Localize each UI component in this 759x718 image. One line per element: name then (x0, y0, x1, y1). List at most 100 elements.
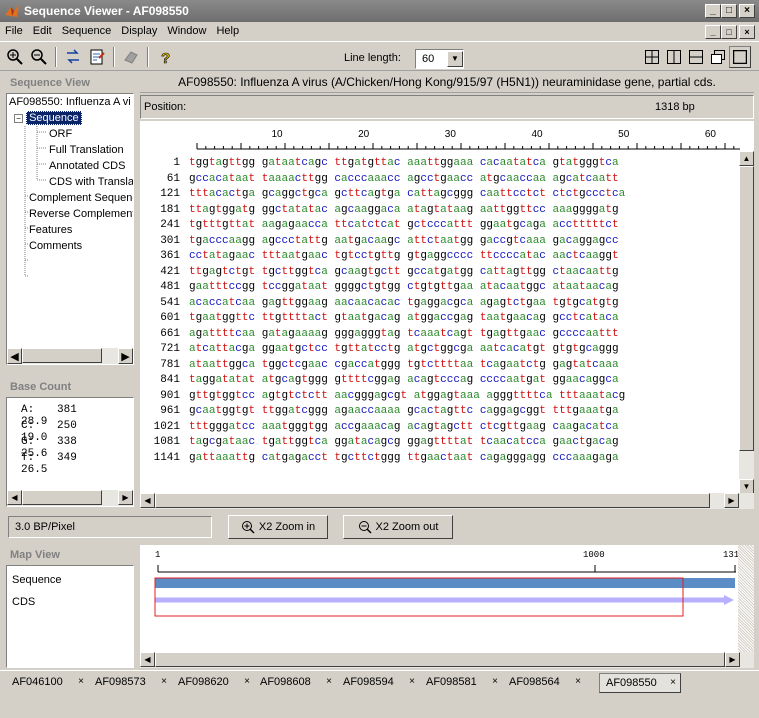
zoom-in-tool-icon[interactable] (4, 46, 26, 68)
row-bases[interactable]: gaatttccgg tccggataat ggggctgtgg ctgtgtt… (189, 281, 619, 293)
eraser-icon[interactable] (120, 46, 142, 68)
tab-af098573[interactable]: AF098573 × (89, 673, 171, 693)
scroll-right-icon[interactable]: ▶ (725, 652, 740, 667)
tab-af098620[interactable]: AF098620 × (172, 673, 254, 693)
row-bases[interactable]: tgaatggttc ttgttttact gtaatgacag atggacc… (189, 312, 619, 324)
row-position: 661 (160, 327, 180, 340)
row-bases[interactable]: acaccatcaa gagttggaag aacaacacac tgaggac… (189, 296, 619, 309)
row-bases[interactable]: tttgggatcc aaatgggtgg accgaaacag acagtag… (189, 420, 619, 433)
row-bases[interactable]: gattaaattg catgagacct tgcttctggg ttgaact… (189, 451, 619, 464)
layout-rows-icon[interactable] (685, 46, 707, 68)
row-position: 841 (160, 374, 180, 386)
collapse-icon[interactable]: − (14, 113, 23, 123)
close-tab-icon[interactable]: × (326, 676, 332, 687)
menu-display[interactable]: Display (121, 25, 158, 37)
tree-item-annotated-cds[interactable]: Annotated CDS (49, 160, 126, 172)
scroll-right-icon[interactable]: ▶ (724, 493, 739, 508)
basecount-hscrollbar[interactable]: ◀ ▶ (7, 490, 133, 506)
sequence-track-bar[interactable] (155, 578, 735, 588)
chevron-down-icon[interactable]: ▼ (447, 51, 463, 67)
tab-af046100[interactable]: AF046100 × (6, 673, 88, 693)
zoom-in-button[interactable]: X2 Zoom in (228, 515, 328, 539)
row-bases[interactable]: tggtagttgg gataatcagc ttgatgttac aaattgg… (189, 157, 619, 169)
line-length-select[interactable]: 60 ▼ (415, 49, 464, 69)
row-bases[interactable]: tttacactga gcaggctgca gcttcagtga cattagc… (189, 188, 626, 200)
tab-af098581[interactable]: AF098581 × (420, 673, 502, 693)
sequence-vscrollbar[interactable]: ▲ ▼ (739, 151, 754, 494)
zoom-out-tool-icon[interactable] (28, 46, 50, 68)
tree-item-reverse-complement[interactable]: Reverse Complement (29, 208, 134, 220)
close-tab-icon[interactable]: × (161, 676, 167, 687)
tab-af098594[interactable]: AF098594 × (337, 673, 419, 693)
tree-hscrollbar[interactable]: ◀ ▶ (7, 348, 133, 364)
row-bases[interactable]: tgacccaagg agccctattg aatgacaagc attctaa… (189, 234, 619, 247)
zoom-out-button[interactable]: X2 Zoom out (343, 515, 453, 539)
scroll-right-icon[interactable]: ▶ (118, 348, 133, 364)
tree-item-comments[interactable]: Comments (29, 240, 83, 252)
row-bases[interactable]: ttagtggatg ggctatatac agcaaggaca atagtat… (189, 203, 619, 216)
close-tab-icon[interactable]: × (492, 676, 498, 687)
scroll-left-icon[interactable]: ◀ (140, 493, 155, 508)
row-bases[interactable]: agattttcaa gatagaaaag gggagggtag tcaaatc… (189, 327, 619, 340)
tab-af098550[interactable]: AF098550 × (599, 673, 681, 693)
layout-grid-icon[interactable] (641, 46, 663, 68)
row-bases[interactable]: ataattggca tggctcgaac cgaccatggg tgtcttt… (189, 358, 619, 371)
tree-item-full-translation[interactable]: Full Translation (49, 144, 124, 156)
scroll-thumb[interactable] (155, 493, 710, 508)
scroll-up-icon[interactable]: ▲ (739, 151, 754, 166)
menu-help[interactable]: Help (216, 25, 240, 37)
close-tab-icon[interactable]: × (575, 676, 581, 687)
doc-close-button[interactable]: × (739, 25, 755, 39)
tab-af098564[interactable]: AF098564 × (503, 673, 585, 693)
scroll-thumb[interactable] (155, 652, 725, 667)
scroll-thumb[interactable] (22, 490, 102, 505)
row-bases[interactable]: tgtttgttat aagagaacca ttcatctcat gctccca… (189, 219, 619, 231)
scroll-left-icon[interactable]: ◀ (140, 652, 155, 667)
row-bases[interactable]: taggatatat atgcagtggg gttttcggag acagtcc… (189, 374, 619, 386)
row-bases[interactable]: gcaatggtgt ttggatcggg agaaccaaaa gcactag… (189, 405, 619, 417)
tree-item-cds-translation[interactable]: CDS with Translat (49, 176, 134, 188)
doc-restore-button[interactable]: □ (721, 25, 737, 39)
scroll-down-icon[interactable]: ▼ (739, 479, 754, 494)
sequence-hscrollbar[interactable]: ◀ ▶ (140, 493, 754, 509)
scroll-right-icon[interactable]: ▶ (118, 490, 133, 505)
tree-item-orf[interactable]: ORF (49, 128, 73, 140)
tree-root[interactable]: AF098550: Influenza A vi (9, 96, 131, 108)
close-button[interactable]: × (739, 4, 755, 18)
tree-item-features[interactable]: Features (29, 224, 73, 236)
row-bases[interactable]: tagcgataac tgattggtca ggatacagcg ggagttt… (189, 436, 619, 448)
zoom-window-box[interactable] (154, 577, 684, 617)
doc-minimize-button[interactable]: _ (705, 25, 721, 39)
layout-float-icon[interactable] (707, 46, 729, 68)
close-tab-icon[interactable]: × (244, 676, 250, 687)
menu-file[interactable]: File (5, 25, 23, 37)
close-tab-icon[interactable]: × (409, 676, 415, 687)
scroll-left-icon[interactable]: ◀ (7, 490, 22, 505)
map-vscrollbar[interactable] (738, 545, 754, 652)
position-label: Position: (144, 101, 187, 113)
maximize-button[interactable]: □ (721, 4, 737, 18)
tree-item-complement[interactable]: Complement Sequenc (29, 192, 134, 204)
menu-window[interactable]: Window (167, 25, 207, 37)
row-bases[interactable]: cctatagaac tttaatgaac tgtcctgttg gtgaggc… (189, 250, 619, 262)
document-edit-icon[interactable] (86, 46, 108, 68)
minimize-button[interactable]: _ (705, 4, 721, 18)
row-bases[interactable]: ttgagtctgt tgcttggtca gcaagtgctt gccatga… (189, 265, 619, 278)
swap-arrows-icon[interactable] (62, 46, 84, 68)
map-hscrollbar[interactable]: ◀ ▶ (140, 652, 754, 668)
menu-sequence[interactable]: Sequence (61, 25, 112, 37)
tree-item-sequence[interactable]: − Sequence (7, 110, 133, 126)
row-bases[interactable]: atcattacga ggaatgctcc tgttatcctg atgctgg… (189, 343, 619, 355)
row-bases[interactable]: gccacataat taaaacttgg cacccaaacc agcctga… (189, 172, 619, 185)
tab-af098608[interactable]: AF098608 × (254, 673, 336, 693)
scroll-thumb[interactable] (22, 348, 102, 363)
close-tab-icon[interactable]: × (670, 677, 676, 688)
layout-single-icon[interactable] (729, 46, 751, 68)
layout-columns-icon[interactable] (663, 46, 685, 68)
menu-edit[interactable]: Edit (32, 25, 52, 37)
help-icon[interactable]: ? (154, 46, 176, 68)
scroll-left-icon[interactable]: ◀ (7, 348, 22, 364)
close-tab-icon[interactable]: × (78, 676, 84, 687)
scroll-thumb[interactable] (739, 166, 754, 451)
row-bases[interactable]: gttgtggtcc agtgtctctt aacgggagcgt atggag… (189, 389, 626, 402)
